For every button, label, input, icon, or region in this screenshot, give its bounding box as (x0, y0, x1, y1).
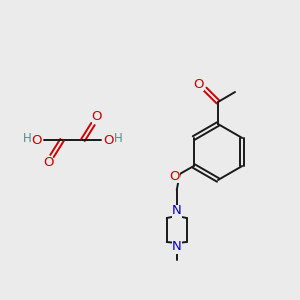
Text: H: H (22, 133, 32, 146)
Text: O: O (92, 110, 102, 124)
Text: O: O (194, 77, 204, 91)
Text: O: O (32, 134, 42, 146)
Text: N: N (172, 205, 182, 218)
Text: O: O (103, 134, 113, 146)
Text: N: N (172, 241, 182, 254)
Text: O: O (169, 169, 180, 182)
Text: O: O (43, 157, 53, 169)
Text: H: H (114, 133, 122, 146)
